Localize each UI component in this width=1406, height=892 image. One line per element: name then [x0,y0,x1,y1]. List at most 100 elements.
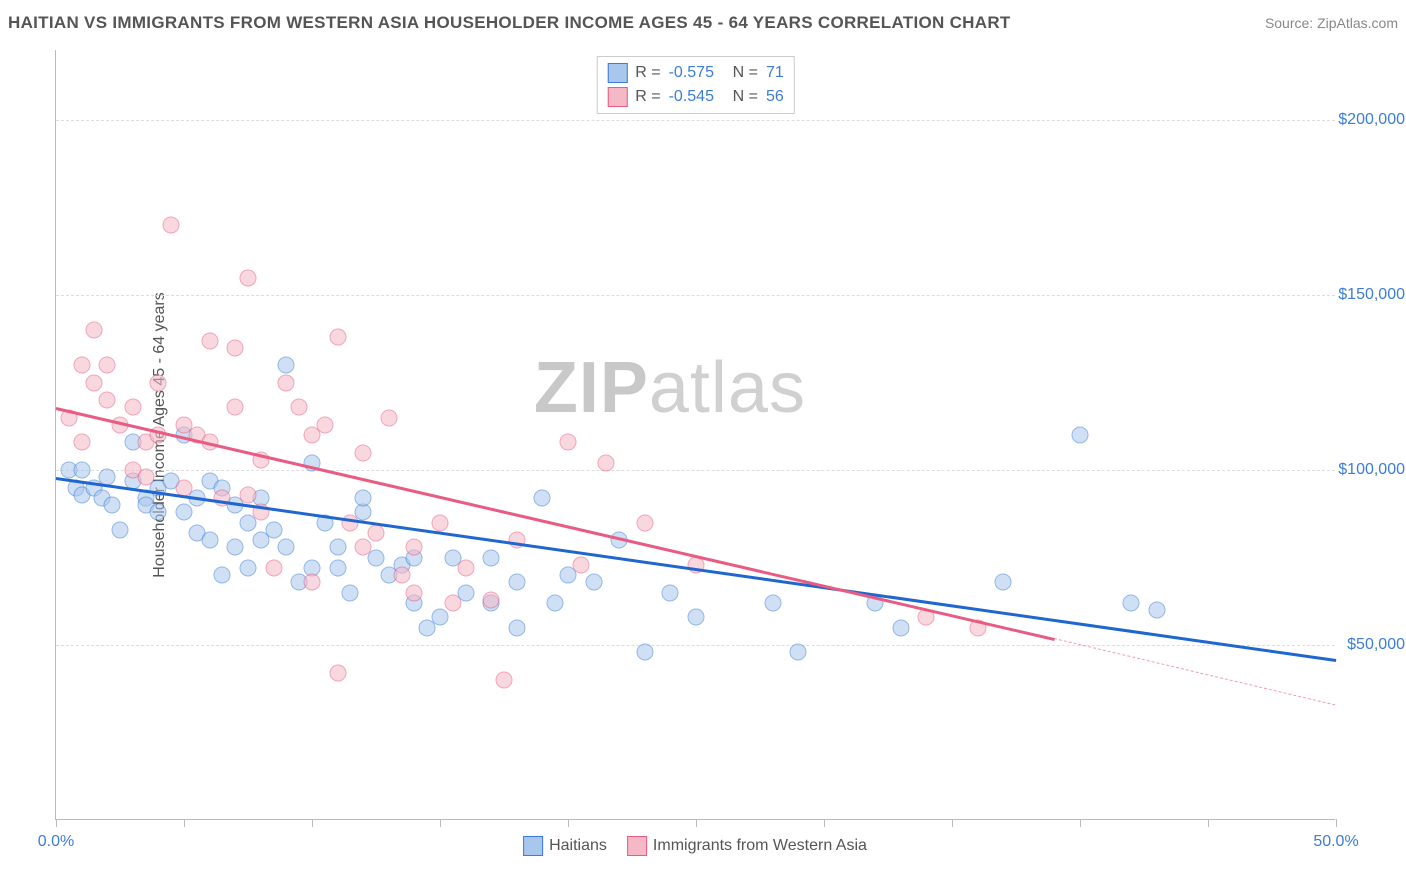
scatter-point [104,497,121,514]
legend-swatch [607,87,627,107]
chart-container: HAITIAN VS IMMIGRANTS FROM WESTERN ASIA … [0,0,1406,892]
legend-swatch [627,836,647,856]
scatter-point [86,322,103,339]
legend-n-value: 56 [766,88,784,106]
legend-series-item: Haitians [523,836,607,856]
x-tick [568,819,569,827]
scatter-point [201,332,218,349]
legend-swatch [607,63,627,83]
x-tick [1080,819,1081,827]
scatter-point [86,374,103,391]
x-tick [952,819,953,827]
scatter-point [995,574,1012,591]
legend-r-value: -0.575 [669,64,725,82]
scatter-point [73,434,90,451]
gridline [56,645,1335,646]
scatter-point [355,490,372,507]
x-tick [184,819,185,827]
watermark-bold: ZIP [534,348,649,428]
plot-area: ZIPatlas R =-0.575N =71R =-0.545N =56 $5… [55,50,1335,820]
scatter-point [355,539,372,556]
scatter-point [406,584,423,601]
scatter-point [278,357,295,374]
chart-area: Householder Income Ages 45 - 64 years ZI… [55,50,1335,820]
scatter-point [99,357,116,374]
x-tick [312,819,313,827]
scatter-point [227,539,244,556]
legend-stats: R = -0.575 N = 71 R = -0.545 N = 56 [596,56,794,114]
scatter-point [892,619,909,636]
legend-r-label: R = [635,64,660,82]
source-label: Source: ZipAtlas.com [1265,15,1398,31]
scatter-point [457,560,474,577]
scatter-point [368,525,385,542]
scatter-point [99,392,116,409]
scatter-point [124,399,141,416]
scatter-point [137,469,154,486]
x-tick-label: 50.0% [1313,833,1358,851]
scatter-point [444,595,461,612]
scatter-point [534,490,551,507]
scatter-point [496,672,513,689]
gridline [56,120,1335,121]
scatter-point [547,595,564,612]
scatter-point [1123,595,1140,612]
scatter-point [214,567,231,584]
scatter-point [291,399,308,416]
legend-series: Haitians Immigrants from Western Asia [523,836,867,856]
scatter-point [73,462,90,479]
legend-series-item: Immigrants from Western Asia [627,836,867,856]
x-tick [56,819,57,827]
scatter-point [483,549,500,566]
scatter-point [342,514,359,531]
scatter-point [278,374,295,391]
scatter-point [585,574,602,591]
y-tick-label: $150,000 [1338,286,1405,304]
scatter-point [688,609,705,626]
scatter-point [636,514,653,531]
scatter-point [598,455,615,472]
legend-stat-row: R = -0.545 N = 56 [607,85,783,109]
scatter-point [240,560,257,577]
scatter-point [316,416,333,433]
x-tick [1208,819,1209,827]
x-tick [696,819,697,827]
y-tick-label: $200,000 [1338,111,1405,129]
scatter-point [662,584,679,601]
legend-series-label: Immigrants from Western Asia [653,837,867,855]
scatter-point [265,521,282,538]
scatter-point [432,609,449,626]
legend-series-label: Haitians [549,837,607,855]
scatter-point [227,399,244,416]
scatter-point [380,409,397,426]
scatter-point [163,217,180,234]
scatter-point [227,339,244,356]
scatter-point [176,504,193,521]
scatter-point [790,644,807,661]
legend-r-value: -0.545 [669,88,725,106]
y-tick-label: $50,000 [1347,636,1405,654]
gridline [56,470,1335,471]
watermark-thin: atlas [649,348,806,428]
trend-line-dashed [1054,638,1336,705]
scatter-point [1148,602,1165,619]
scatter-point [150,504,167,521]
watermark: ZIPatlas [534,347,806,429]
scatter-point [572,556,589,573]
legend-n-value: 71 [766,64,784,82]
scatter-point [278,539,295,556]
scatter-point [355,444,372,461]
chart-title: HAITIAN VS IMMIGRANTS FROM WESTERN ASIA … [8,13,1011,33]
scatter-point [508,574,525,591]
legend-n-label: N = [733,88,758,106]
scatter-point [483,591,500,608]
scatter-point [304,574,321,591]
scatter-point [406,539,423,556]
header: HAITIAN VS IMMIGRANTS FROM WESTERN ASIA … [8,8,1398,38]
x-tick-label: 0.0% [38,833,74,851]
legend-r-label: R = [635,88,660,106]
legend-n-label: N = [733,64,758,82]
scatter-point [329,329,346,346]
legend-swatch [523,836,543,856]
scatter-point [432,514,449,531]
